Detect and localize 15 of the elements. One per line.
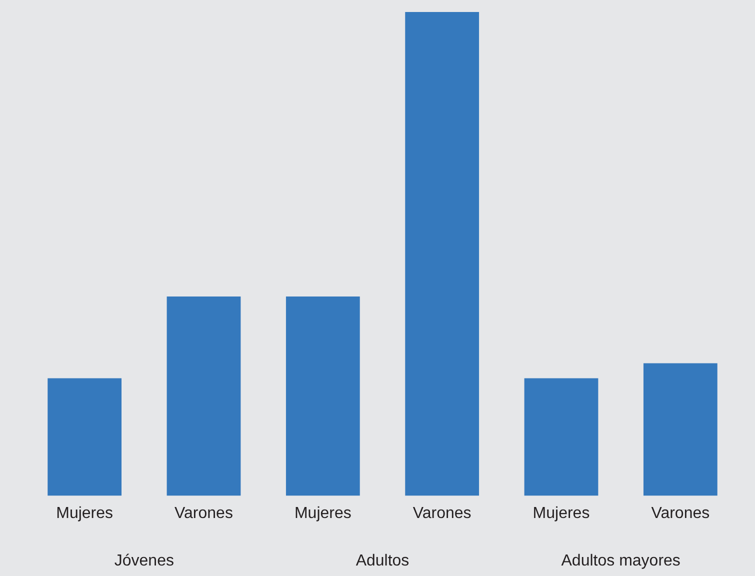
x-tick-label: Varones [651, 504, 710, 522]
text: Adultos mayores [561, 552, 680, 570]
x-tick-label: Varones [412, 504, 472, 522]
bar [48, 378, 122, 496]
bar [405, 12, 480, 496]
x-tick-label: Mujeres [294, 504, 352, 522]
text: Adultos [356, 552, 410, 570]
x-tick-label: Varones [174, 504, 233, 522]
bar [286, 296, 360, 496]
bar [166, 296, 241, 496]
text: Jóvenes [114, 552, 174, 570]
bar [643, 363, 718, 496]
x-tick-label: Mujeres [532, 504, 590, 522]
x-tick-label: Mujeres [56, 504, 114, 522]
bar [524, 378, 598, 496]
